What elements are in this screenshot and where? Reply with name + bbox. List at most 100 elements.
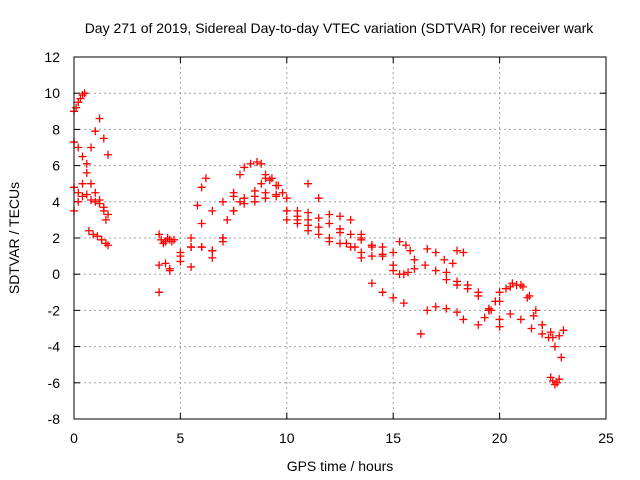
data-point <box>282 215 291 224</box>
data-point <box>463 284 472 293</box>
data-point <box>208 206 217 215</box>
data-point <box>74 197 83 206</box>
data-point <box>272 181 281 190</box>
series-arc-16 <box>378 237 415 257</box>
x-tick-label: 20 <box>492 430 508 446</box>
data-point <box>165 264 174 273</box>
data-point <box>95 114 104 123</box>
series-arc-5 <box>84 226 113 250</box>
data-point <box>442 275 451 284</box>
data-point <box>453 246 462 255</box>
plot-frame <box>73 56 607 420</box>
data-point <box>378 288 387 297</box>
data-point <box>87 143 96 152</box>
data-point <box>401 241 410 250</box>
data-point <box>357 253 366 262</box>
data-point <box>197 219 206 228</box>
data-point <box>395 237 404 246</box>
data-point <box>104 210 113 219</box>
x-tick-label: 15 <box>385 430 401 446</box>
data-point <box>314 230 323 239</box>
data-point <box>91 188 100 197</box>
data-point <box>442 268 451 277</box>
y-tick-label: 6 <box>52 158 60 174</box>
data-point <box>246 159 255 168</box>
data-point <box>367 279 376 288</box>
data-point <box>453 277 462 286</box>
data-point <box>378 243 387 252</box>
data-point <box>346 215 355 224</box>
data-point <box>93 232 102 241</box>
data-point <box>78 152 87 161</box>
data-point <box>421 261 430 270</box>
data-point <box>431 266 440 275</box>
data-series <box>70 89 568 389</box>
data-point <box>544 333 553 342</box>
data-point <box>218 234 227 242</box>
data-point <box>278 188 287 197</box>
data-point <box>97 235 106 244</box>
data-point <box>99 134 108 143</box>
data-point <box>325 234 334 242</box>
data-point <box>282 206 291 215</box>
y-tick-label: 4 <box>52 194 60 210</box>
data-point <box>208 246 217 255</box>
data-point <box>550 342 559 351</box>
data-point <box>99 203 108 212</box>
data-point <box>410 264 419 273</box>
x-tick-label: 0 <box>70 430 78 446</box>
y-tick-label: -6 <box>48 375 61 391</box>
data-point <box>399 299 408 308</box>
data-point <box>389 248 398 257</box>
data-point <box>87 179 96 188</box>
data-point <box>453 308 462 317</box>
data-point <box>367 241 376 250</box>
data-point <box>389 293 398 302</box>
data-point <box>235 197 244 206</box>
data-point <box>501 284 510 293</box>
data-point <box>538 320 547 329</box>
series-arc-19 <box>442 268 568 342</box>
data-point <box>555 331 564 340</box>
data-point <box>516 315 525 324</box>
data-point <box>208 253 217 262</box>
y-tick-label: 2 <box>52 230 60 246</box>
x-axis-label: GPS time / hours <box>287 458 394 474</box>
data-point <box>491 297 500 306</box>
y-tick-label: -8 <box>48 411 61 427</box>
data-point <box>95 199 104 208</box>
data-point <box>389 266 398 275</box>
data-point <box>459 248 468 257</box>
data-point <box>325 219 334 228</box>
data-point <box>87 195 96 204</box>
data-point <box>336 228 344 237</box>
data-point <box>314 214 323 223</box>
data-point <box>155 230 164 239</box>
y-tick-label: -2 <box>48 302 61 318</box>
data-point <box>84 226 93 235</box>
y-tick-label: 0 <box>52 266 60 282</box>
data-point <box>474 291 483 300</box>
data-point <box>442 304 451 313</box>
data-point <box>523 293 532 302</box>
data-point <box>529 311 538 320</box>
data-point <box>218 197 227 206</box>
data-point <box>508 279 517 288</box>
series-arc-22 <box>546 373 564 389</box>
data-point <box>378 252 387 261</box>
data-point <box>91 127 100 136</box>
data-point <box>314 223 323 232</box>
data-point <box>272 192 281 201</box>
data-point <box>82 159 91 168</box>
series-arc-21 <box>484 279 564 340</box>
data-point <box>91 197 100 206</box>
data-point <box>440 255 449 264</box>
data-point <box>557 353 566 362</box>
data-point <box>304 215 313 224</box>
data-point <box>416 329 425 338</box>
data-point <box>431 302 440 311</box>
data-point <box>336 212 344 221</box>
data-point <box>74 188 83 197</box>
data-point <box>78 179 87 188</box>
